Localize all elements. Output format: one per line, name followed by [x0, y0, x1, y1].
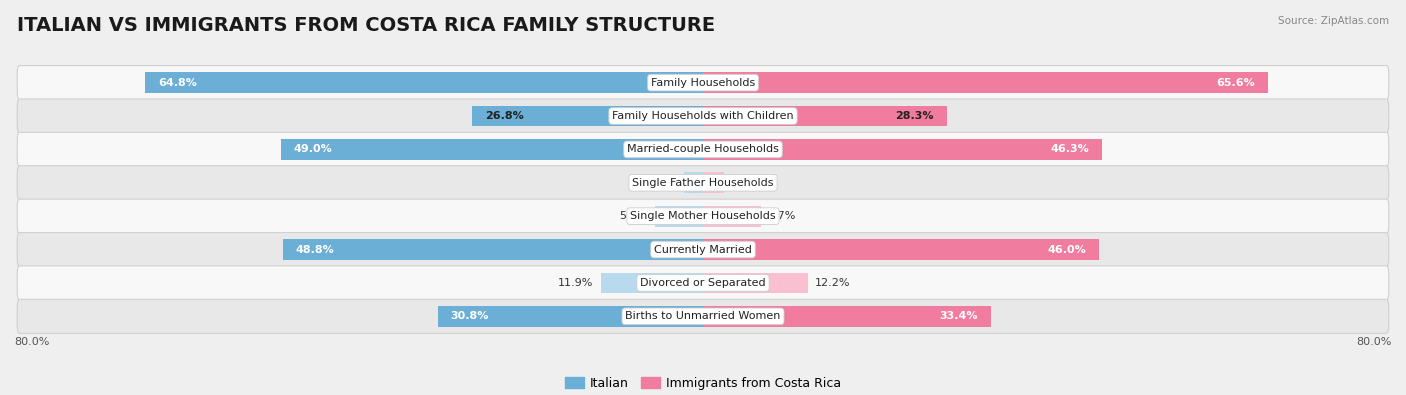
FancyBboxPatch shape — [17, 166, 1389, 200]
FancyBboxPatch shape — [17, 199, 1389, 233]
Bar — [703, 72, 1268, 93]
Text: Single Father Households: Single Father Households — [633, 178, 773, 188]
Bar — [703, 206, 761, 226]
Text: 33.4%: 33.4% — [939, 311, 977, 321]
Bar — [703, 105, 946, 126]
Text: 46.3%: 46.3% — [1050, 145, 1088, 154]
Text: 30.8%: 30.8% — [451, 311, 489, 321]
Text: 11.9%: 11.9% — [558, 278, 593, 288]
Bar — [472, 105, 703, 126]
Text: Family Households: Family Households — [651, 78, 755, 88]
Text: Single Mother Households: Single Mother Households — [630, 211, 776, 221]
Text: 80.0%: 80.0% — [1357, 337, 1392, 347]
Text: Births to Unmarried Women: Births to Unmarried Women — [626, 311, 780, 321]
FancyBboxPatch shape — [17, 266, 1389, 300]
Bar — [685, 173, 703, 193]
Text: 64.8%: 64.8% — [157, 78, 197, 88]
Text: ITALIAN VS IMMIGRANTS FROM COSTA RICA FAMILY STRUCTURE: ITALIAN VS IMMIGRANTS FROM COSTA RICA FA… — [17, 16, 716, 35]
Text: 46.0%: 46.0% — [1047, 245, 1087, 254]
Text: 48.8%: 48.8% — [295, 245, 335, 254]
Text: 5.6%: 5.6% — [620, 211, 648, 221]
Text: 65.6%: 65.6% — [1216, 78, 1256, 88]
Bar — [437, 306, 703, 327]
Bar — [703, 239, 1099, 260]
FancyBboxPatch shape — [17, 66, 1389, 100]
Text: 80.0%: 80.0% — [14, 337, 49, 347]
FancyBboxPatch shape — [17, 233, 1389, 267]
Text: Divorced or Separated: Divorced or Separated — [640, 278, 766, 288]
Text: 12.2%: 12.2% — [815, 278, 851, 288]
Text: 6.7%: 6.7% — [768, 211, 796, 221]
FancyBboxPatch shape — [17, 99, 1389, 133]
Bar — [600, 273, 703, 293]
Text: 28.3%: 28.3% — [896, 111, 934, 121]
Bar — [703, 173, 724, 193]
Text: Currently Married: Currently Married — [654, 245, 752, 254]
Text: 2.2%: 2.2% — [648, 178, 678, 188]
FancyBboxPatch shape — [17, 299, 1389, 333]
Text: 2.4%: 2.4% — [731, 178, 759, 188]
Bar — [703, 306, 991, 327]
Bar — [703, 273, 808, 293]
Bar — [281, 139, 703, 160]
Text: Married-couple Households: Married-couple Households — [627, 145, 779, 154]
Bar — [655, 206, 703, 226]
Text: 49.0%: 49.0% — [294, 145, 333, 154]
Legend: Italian, Immigrants from Costa Rica: Italian, Immigrants from Costa Rica — [560, 372, 846, 395]
Bar — [145, 72, 703, 93]
Text: 26.8%: 26.8% — [485, 111, 524, 121]
FancyBboxPatch shape — [17, 132, 1389, 166]
Text: Source: ZipAtlas.com: Source: ZipAtlas.com — [1278, 16, 1389, 26]
Text: Family Households with Children: Family Households with Children — [612, 111, 794, 121]
Bar — [703, 139, 1102, 160]
Bar — [283, 239, 703, 260]
